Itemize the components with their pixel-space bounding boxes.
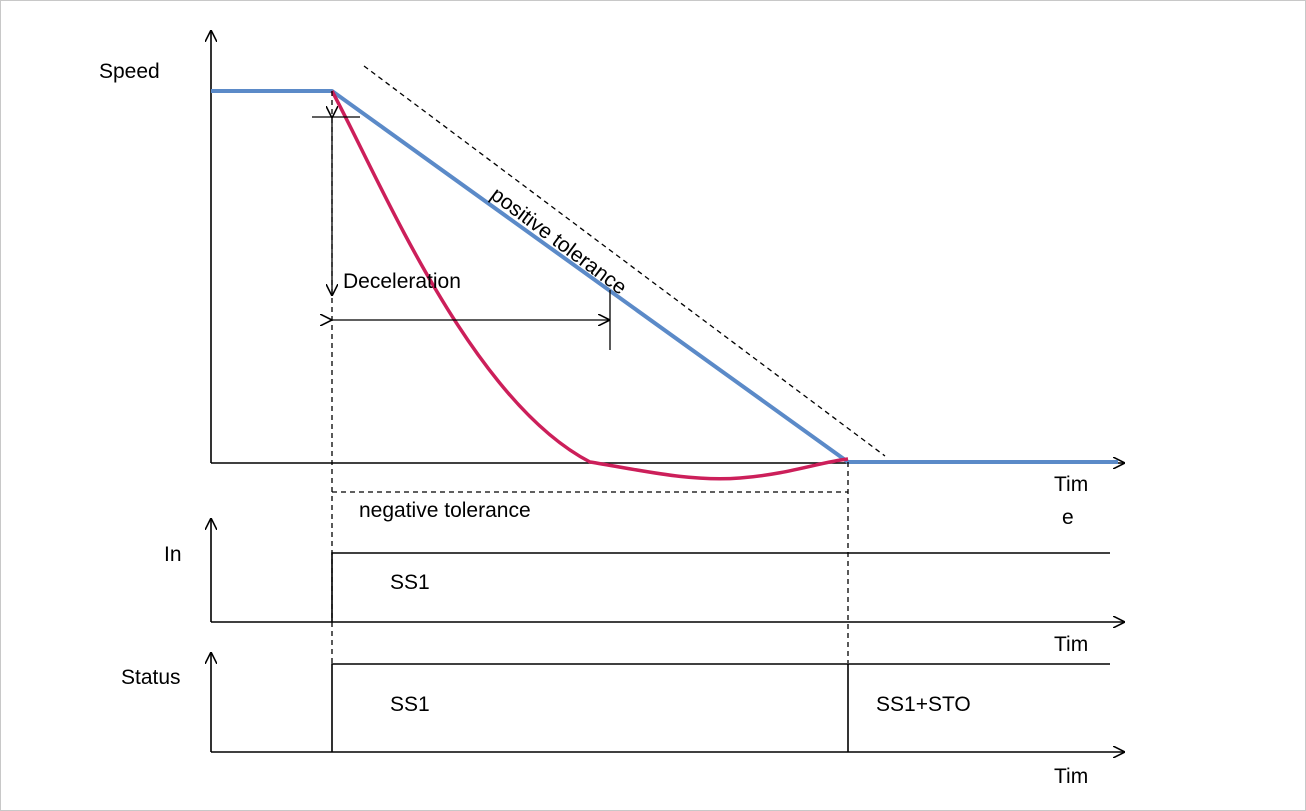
nominal-ramp-line [211,89,1118,464]
status-ss1-sto-label: SS1+STO [876,693,971,716]
in-signal-line [331,552,1110,622]
in-ss1-label: SS1 [390,571,430,594]
status-time-label: Tim [1054,765,1089,788]
status-ss1-label: SS1 [390,693,430,716]
speed-time-label-line2: e [1062,506,1074,529]
status-signal-line [331,663,1110,752]
positive-tolerance-line [363,65,886,457]
status-axis-label: Status [121,666,181,689]
negative-tolerance-label: negative tolerance [359,499,531,522]
speed-axis-label: Speed [99,60,160,83]
deceleration-label: Deceleration [343,270,461,293]
speed-time-label-line1: Tim [1054,473,1089,496]
in-axis-label: In [164,543,182,566]
in-time-label: Tim [1054,633,1089,656]
actual-speed-curve [330,90,849,481]
